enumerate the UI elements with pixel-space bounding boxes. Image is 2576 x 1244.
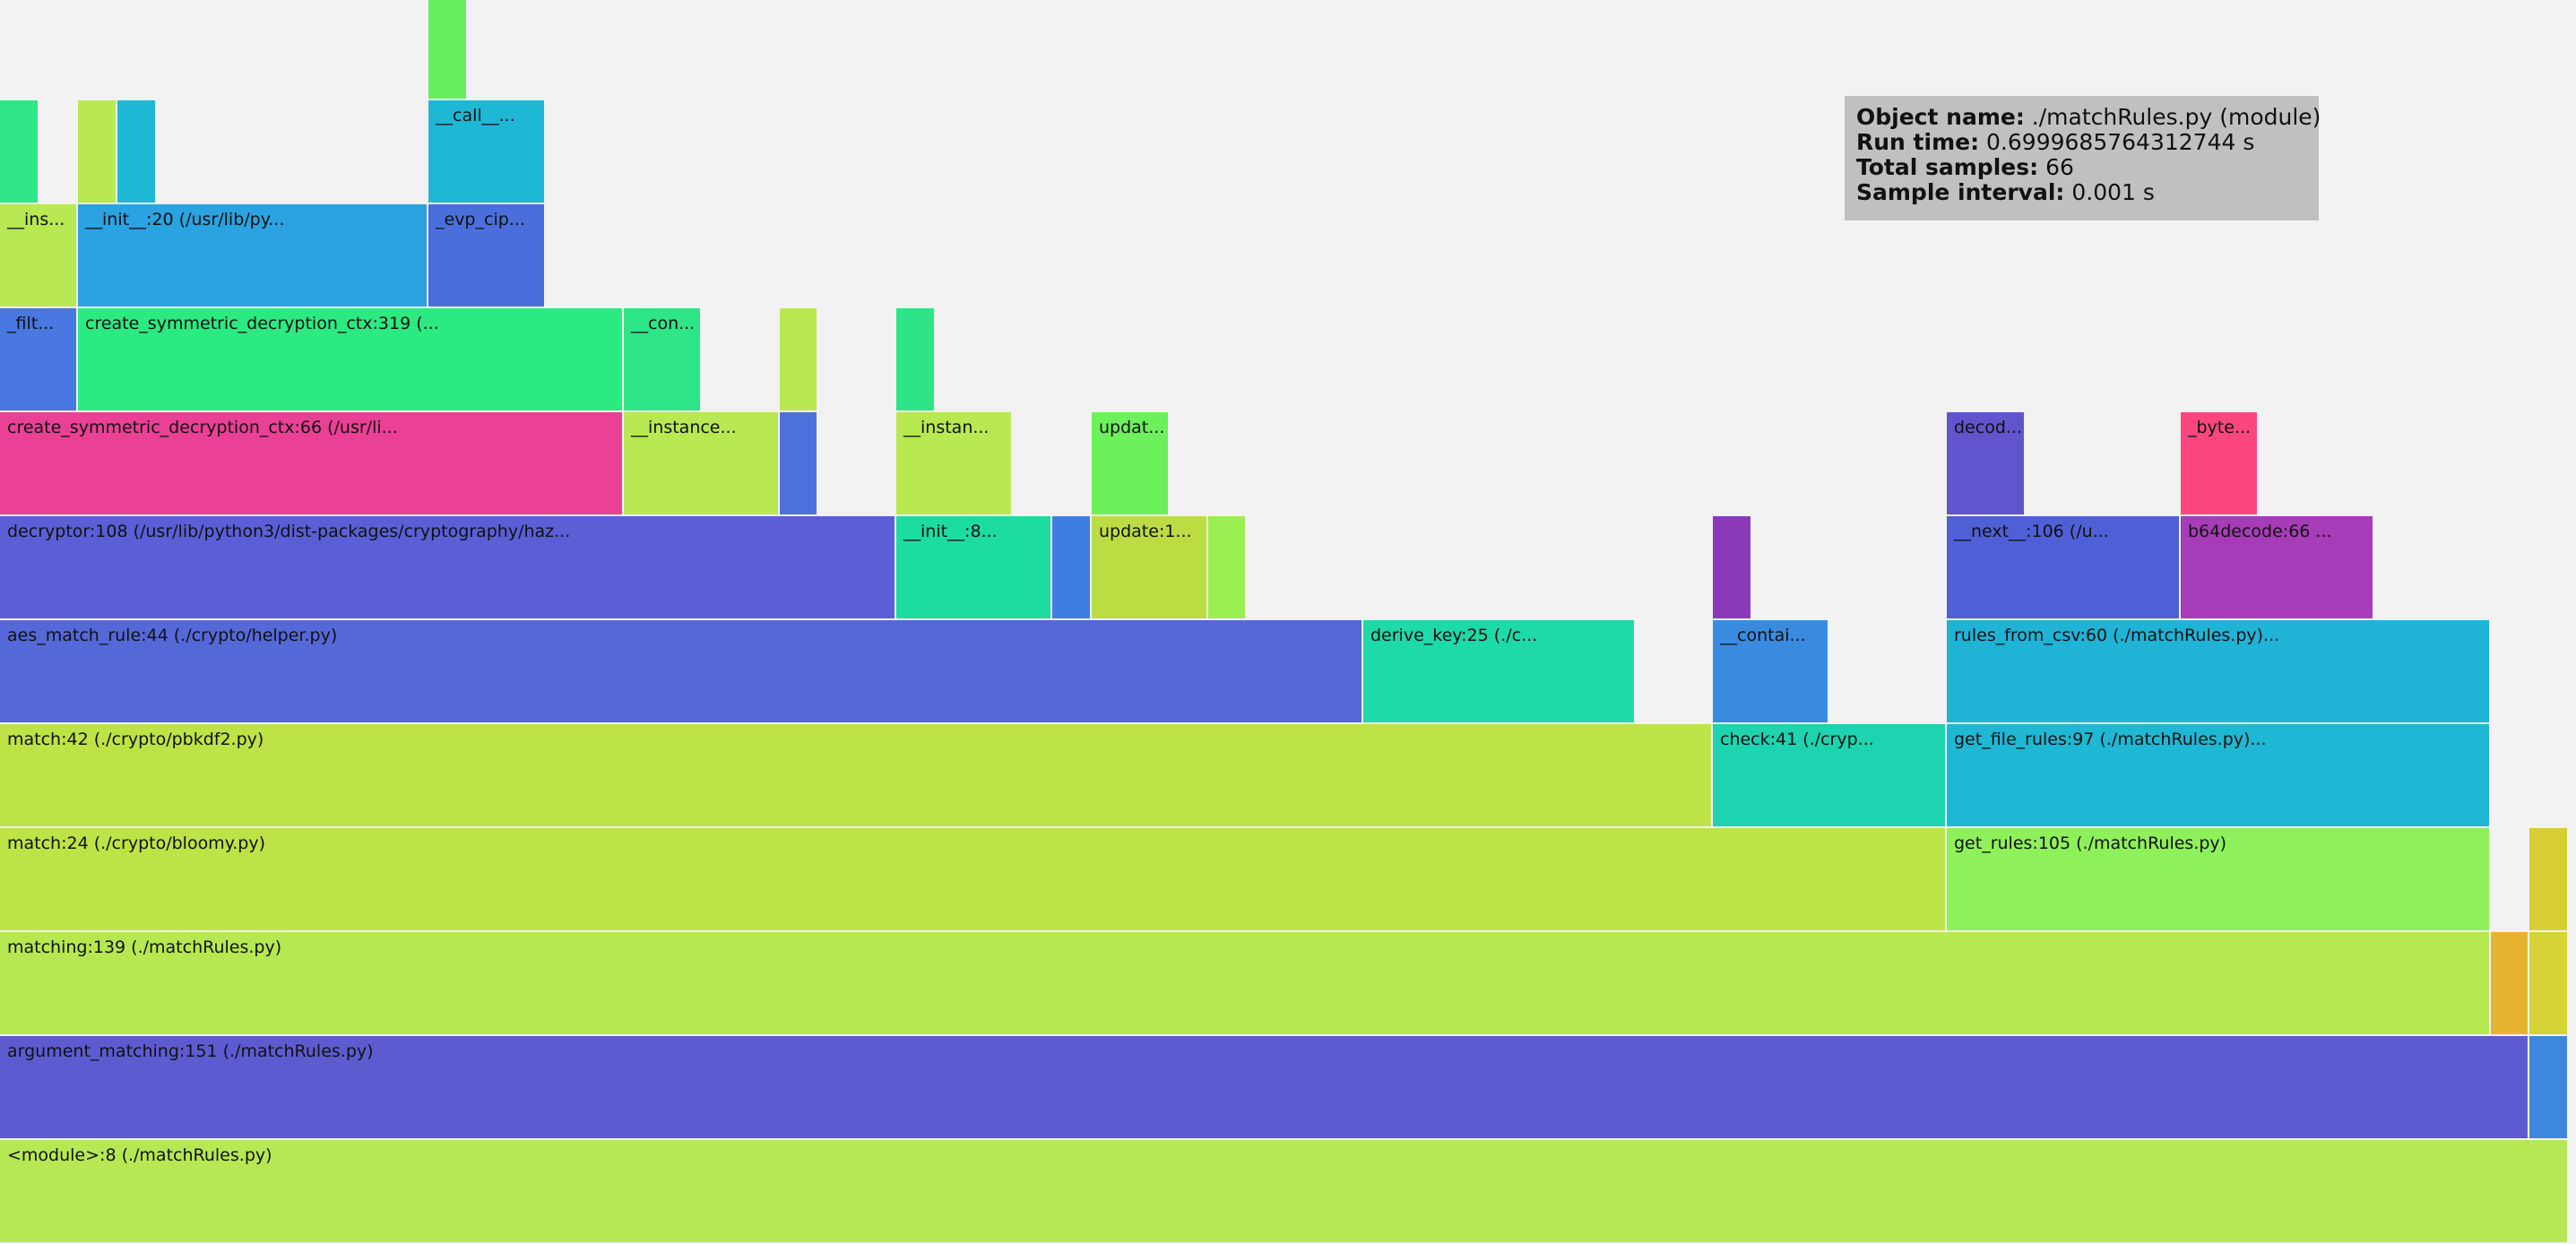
flame-frame[interactable]	[1713, 516, 1752, 620]
flame-frame[interactable]: __call__...	[428, 100, 546, 204]
flame-frame[interactable]: get_file_rules:97 (./matchRules.py)...	[1947, 724, 2491, 828]
flame-frame-label: _filt...	[7, 314, 55, 333]
flame-frame-label: derive_key:25 (./c...	[1370, 626, 1538, 645]
flame-frame-label: updat...	[1099, 418, 1165, 437]
flame-frame-label: __contai...	[1720, 626, 1806, 645]
flame-frame-label: __instan...	[903, 418, 990, 437]
flame-frame[interactable]: __next__:106 (/u...	[1947, 516, 2181, 620]
flame-frame-label: __next__:106 (/u...	[1954, 522, 2109, 541]
flame-frame[interactable]: check:41 (./cryp...	[1713, 724, 1947, 828]
flame-frame-label: __ins...	[7, 210, 65, 229]
flame-frame[interactable]	[78, 100, 117, 204]
flame-frame[interactable]	[428, 0, 468, 100]
stats-sample-interval: Sample interval: 0.001 s	[1856, 179, 2155, 205]
stats-object-name: Object name: ./matchRules.py (module)	[1856, 104, 2321, 130]
flame-frame[interactable]: match:42 (./crypto/pbkdf2.py)	[0, 724, 1713, 828]
flame-frame[interactable]: __init__:20 (/usr/lib/py...	[78, 204, 428, 308]
flame-frame-label: <module>:8 (./matchRules.py)	[7, 1145, 272, 1165]
flame-frame-label: b64decode:66 ...	[2188, 522, 2332, 541]
flame-frame[interactable]: update:1...	[1092, 516, 1208, 620]
flame-frame-label: check:41 (./cryp...	[1720, 730, 1874, 749]
flame-frame[interactable]	[1052, 516, 1092, 620]
flame-frame[interactable]: b64decode:66 ...	[2181, 516, 2374, 620]
flame-frame-label: update:1...	[1099, 522, 1192, 541]
flame-frame[interactable]	[1208, 516, 1247, 620]
stats-run-time: Run time: 0.6999685764312744 s	[1856, 129, 2255, 155]
flame-frame[interactable]: argument_matching:151 (./matchRules.py)	[0, 1036, 2529, 1140]
flame-frame-label: __instance...	[631, 418, 737, 437]
flame-frame-label: match:24 (./crypto/bloomy.py)	[7, 834, 265, 853]
flame-frame[interactable]: __ins...	[0, 204, 78, 308]
flame-frame[interactable]: _filt...	[0, 308, 78, 412]
flame-frame[interactable]: matching:139 (./matchRules.py)	[0, 932, 2491, 1036]
flame-frame[interactable]	[2529, 828, 2569, 932]
flame-frame[interactable]: _byte...	[2181, 412, 2259, 516]
flame-frame[interactable]: decryptor:108 (/usr/lib/python3/dist-pac…	[0, 516, 896, 620]
flame-frame-label: __init__:8...	[903, 522, 998, 541]
flame-frame[interactable]	[117, 100, 157, 204]
flame-frame[interactable]	[896, 308, 936, 412]
flame-frame[interactable]	[2491, 932, 2529, 1036]
flame-frame[interactable]: __init__:8...	[896, 516, 1052, 620]
flame-frame[interactable]: updat...	[1092, 412, 1170, 516]
flame-frame[interactable]	[780, 412, 818, 516]
flame-frame[interactable]: rules_from_csv:60 (./matchRules.py)...	[1947, 620, 2491, 724]
flame-frame[interactable]: decod...	[1947, 412, 2026, 516]
flame-frame-label: aes_match_rule:44 (./crypto/helper.py)	[7, 626, 338, 645]
flame-frame[interactable]: __con...	[624, 308, 702, 412]
flame-frame[interactable]: get_rules:105 (./matchRules.py)	[1947, 828, 2491, 932]
flame-frame-label: create_symmetric_decryption_ctx:319 (...	[85, 314, 439, 333]
flame-frame[interactable]	[2529, 932, 2569, 1036]
flame-frame-label: get_file_rules:97 (./matchRules.py)...	[1954, 730, 2267, 749]
flame-frame-label: match:42 (./crypto/pbkdf2.py)	[7, 730, 264, 749]
stats-panel: Object name: ./matchRules.py (module) Ru…	[1845, 96, 2321, 220]
flame-frame[interactable]: aes_match_rule:44 (./crypto/helper.py)	[0, 620, 1363, 724]
flame-frame[interactable]	[780, 308, 818, 412]
flame-frame-label: rules_from_csv:60 (./matchRules.py)...	[1954, 626, 2280, 645]
flame-frame[interactable]: derive_key:25 (./c...	[1363, 620, 1636, 724]
flame-frame[interactable]: <module>:8 (./matchRules.py)	[0, 1140, 2569, 1244]
flame-frame[interactable]	[0, 100, 39, 204]
flame-frame-label: __init__:20 (/usr/lib/py...	[85, 210, 285, 229]
flame-frame[interactable]: _evp_cip...	[428, 204, 546, 308]
flame-frame-label: __con...	[631, 314, 696, 333]
flame-frame[interactable]: __instan...	[896, 412, 1013, 516]
flame-frame-label: matching:139 (./matchRules.py)	[7, 937, 282, 957]
flame-frame[interactable]: match:24 (./crypto/bloomy.py)	[0, 828, 1947, 932]
flame-frame[interactable]: __instance...	[624, 412, 780, 516]
flame-frame-label: create_symmetric_decryption_ctx:66 (/usr…	[7, 418, 398, 437]
flame-frame-label: __call__...	[436, 106, 515, 125]
flame-frame-label: get_rules:105 (./matchRules.py)	[1954, 834, 2227, 853]
flame-frame-label: decod...	[1954, 418, 2022, 437]
flame-frame[interactable]: create_symmetric_decryption_ctx:319 (...	[78, 308, 624, 412]
flame-frame[interactable]	[2529, 1036, 2569, 1140]
flame-frame-label: _evp_cip...	[436, 210, 525, 229]
flame-frame-label: decryptor:108 (/usr/lib/python3/dist-pac…	[7, 522, 571, 541]
flame-frame[interactable]: __contai...	[1713, 620, 1829, 724]
stats-total-samples: Total samples: 66	[1856, 154, 2074, 180]
flame-frame[interactable]: create_symmetric_decryption_ctx:66 (/usr…	[0, 412, 624, 516]
flame-frame-label: _byte...	[2188, 418, 2252, 437]
flame-frame-label: argument_matching:151 (./matchRules.py)	[7, 1041, 374, 1061]
